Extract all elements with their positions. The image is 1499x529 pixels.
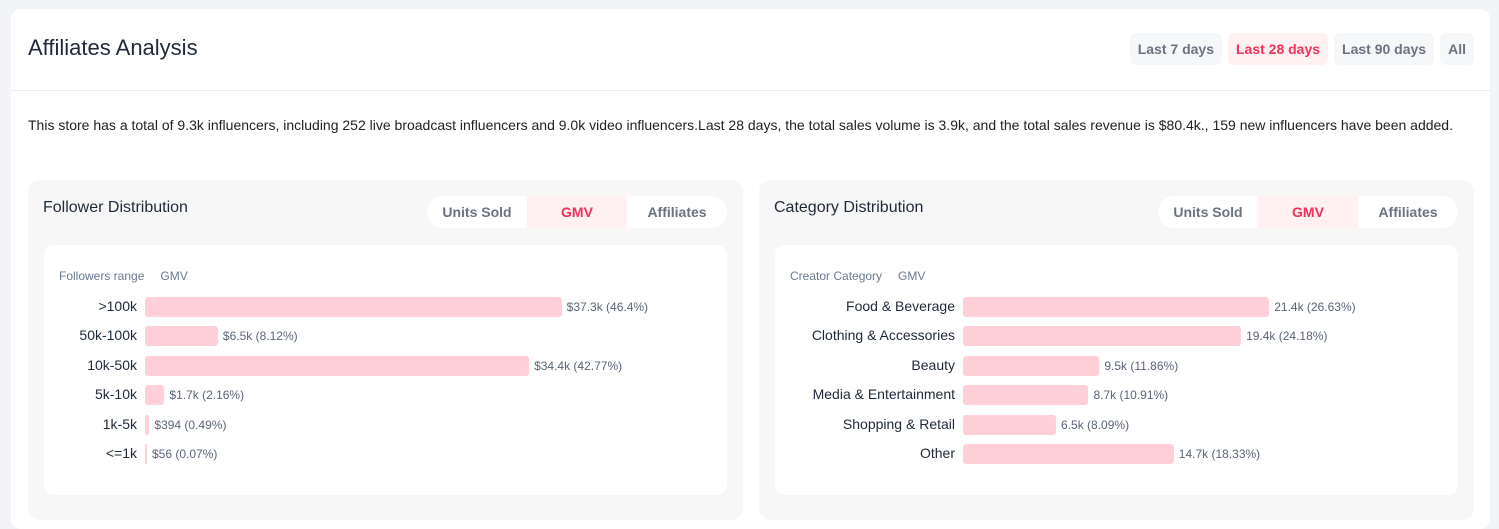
follower-bar-value: $34.4k (42.77%): [534, 358, 623, 373]
category-bar-value: 6.5k (8.09%): [1061, 417, 1130, 432]
category-bar-value: 21.4k (26.63%): [1274, 300, 1356, 314]
follower-tab-gmv[interactable]: GMV: [527, 196, 627, 228]
follower-distribution-title: Follower Distribution: [43, 199, 188, 216]
category-bar-value: 19.4k (24.18%): [1246, 329, 1328, 344]
category-bar-label: Media & Entertainment: [812, 386, 955, 403]
category-bar-label: Clothing & Accessories: [811, 327, 955, 344]
follower-bar-label: <=1k: [105, 445, 137, 461]
follower-bar-value: $6.5k (8.12%): [222, 329, 298, 344]
category-distribution-title: Category Distribution: [774, 199, 924, 216]
follower-bar[interactable]: [145, 385, 165, 406]
follower-bar-value: $37.3k (46.4%): [566, 300, 649, 314]
category-chart-header: Creator Category GMV: [790, 269, 925, 283]
affiliates-analysis-card: Affiliates Analysis Last 7 days Last 28 …: [11, 9, 1490, 529]
range-all-button[interactable]: All: [1440, 33, 1474, 65]
category-bar-label: Food & Beverage: [846, 298, 955, 314]
category-bar-label: Other: [919, 445, 955, 461]
category-bar[interactable]: [963, 297, 1270, 317]
category-bar-value: 14.7k (18.33%): [1178, 447, 1261, 461]
follower-bar-row: 1k-5k $394 (0.49%): [44, 414, 727, 436]
follower-tab-affiliates[interactable]: Affiliates: [647, 204, 707, 220]
category-bar-label: Shopping & Retail: [842, 415, 955, 432]
category-bar-value: 8.7k (10.91%): [1093, 388, 1169, 403]
category-bar[interactable]: [963, 385, 1089, 406]
category-bar-row: Clothing & Accessories 19.4k (24.18%): [775, 325, 1458, 347]
follower-bar-row: 10k-50k $34.4k (42.77%): [44, 355, 727, 377]
category-metric-tabs: Units Sold GMV Affiliates: [1158, 196, 1458, 228]
category-bar-row: Shopping & Retail 6.5k (8.09%): [775, 414, 1458, 436]
card-header: Affiliates Analysis Last 7 days Last 28 …: [11, 9, 1490, 91]
follower-chart-dim-label: Followers range: [59, 269, 145, 283]
follower-bar[interactable]: [145, 355, 530, 376]
follower-bar[interactable]: [145, 414, 150, 435]
category-bar[interactable]: [963, 355, 1100, 376]
follower-bar-value: $56 (0.07%): [152, 447, 218, 461]
follower-tab-units-sold[interactable]: Units Sold: [442, 204, 512, 220]
follower-bar-value: $394 (0.49%): [154, 417, 227, 432]
follower-bar-row: <=1k $56 (0.07%): [44, 443, 727, 465]
category-bar-row: Other 14.7k (18.33%): [775, 443, 1458, 465]
follower-bar-label: >100k: [98, 298, 137, 314]
range-last-90-days-button[interactable]: Last 90 days: [1334, 33, 1435, 65]
follower-bar-label: 10k-50k: [87, 356, 137, 373]
category-bar[interactable]: [963, 326, 1242, 347]
category-tab-units-sold[interactable]: Units Sold: [1173, 204, 1243, 220]
category-bar-row: Beauty 9.5k (11.86%): [775, 355, 1458, 377]
category-bar[interactable]: [963, 444, 1174, 464]
follower-bar-label: 5k-10k: [94, 386, 137, 403]
follower-bar[interactable]: [145, 297, 562, 317]
follower-bar-row: 50k-100k $6.5k (8.12%): [44, 325, 727, 347]
category-distribution-panel: Category Distribution Units Sold GMV Aff…: [759, 180, 1474, 520]
follower-chart-header: Followers range GMV: [59, 269, 188, 283]
follower-distribution-chart: Followers range GMV >100k $37.3k (46.4%) 5…: [44, 245, 727, 495]
date-range-selector: Last 7 days Last 28 days Last 90 days Al…: [1129, 33, 1474, 65]
follower-bar-label: 1k-5k: [102, 415, 137, 432]
follower-distribution-panel: Follower Distribution Units Sold GMV Aff…: [28, 180, 743, 520]
summary-text: This store has a total of 9.3k influence…: [28, 117, 1453, 133]
page-title: Affiliates Analysis: [28, 35, 198, 60]
follower-metric-tabs: Units Sold GMV Affiliates: [427, 196, 727, 228]
category-distribution-chart: Creator Category GMV Food & Beverage 21.4…: [775, 245, 1458, 495]
follower-bar-value: $1.7k (2.16%): [169, 388, 245, 403]
category-bar-row: Food & Beverage 21.4k (26.63%): [775, 296, 1458, 318]
follower-bar-row: >100k $37.3k (46.4%): [44, 296, 727, 318]
category-bar-label: Beauty: [911, 356, 955, 373]
follower-bar[interactable]: [145, 444, 147, 464]
category-chart-metric-label: GMV: [898, 269, 926, 283]
follower-bar[interactable]: [145, 326, 218, 347]
category-bar-row: Media & Entertainment 8.7k (10.91%): [775, 384, 1458, 406]
follower-bar-row: 5k-10k $1.7k (2.16%): [44, 384, 727, 406]
category-bar-value: 9.5k (11.86%): [1104, 358, 1179, 373]
range-last-7-days-button[interactable]: Last 7 days: [1129, 33, 1222, 65]
range-last-28-days-button[interactable]: Last 28 days: [1227, 33, 1329, 65]
category-chart-dim-label: Creator Category: [790, 269, 883, 283]
follower-chart-metric-label: GMV: [160, 269, 188, 283]
category-bar[interactable]: [963, 414, 1057, 435]
category-tab-gmv[interactable]: GMV: [1258, 196, 1358, 228]
follower-bar-label: 50k-100k: [79, 327, 137, 344]
category-tab-affiliates[interactable]: Affiliates: [1378, 204, 1438, 220]
